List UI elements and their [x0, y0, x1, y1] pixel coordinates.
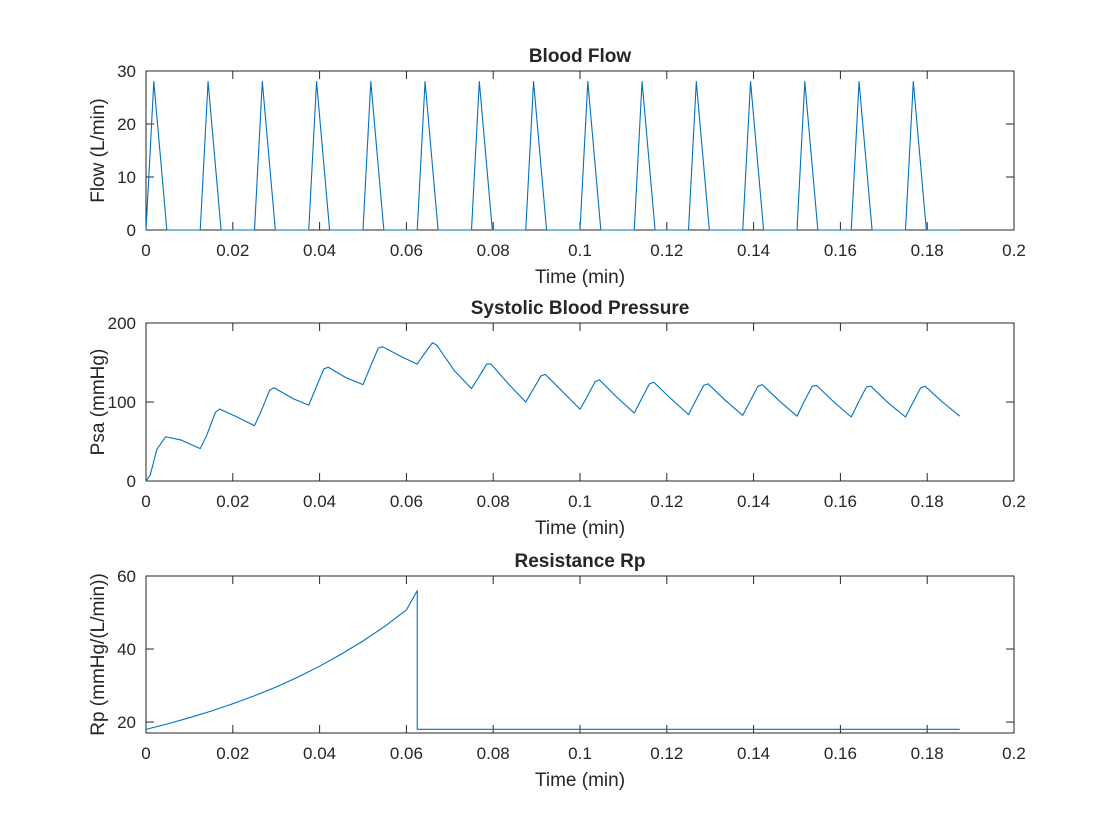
x-tick-label: 0.02 — [216, 744, 249, 763]
x-tick-label: 0.2 — [1002, 492, 1026, 511]
x-axis-label: Time (min) — [535, 770, 625, 791]
x-tick-label: 0.16 — [824, 744, 857, 763]
y-axis-label: Flow (L/min) — [88, 98, 109, 203]
y-tick-label: 30 — [117, 62, 136, 81]
x-tick-label: 0.14 — [737, 744, 770, 763]
x-tick-label: 0.06 — [390, 492, 423, 511]
y-tick-label: 0 — [127, 472, 136, 491]
subplot-3: 0 0.02 0.04 0.06 0.08 0.1 0.12 0.14 0.16 0.18 0.2 2… — [88, 551, 1026, 791]
x-tick-label: 0.02 — [216, 241, 249, 260]
x-tick-label: 0.18 — [911, 241, 944, 260]
axes-box — [146, 71, 1014, 230]
x-tick-label: 0 — [141, 492, 150, 511]
y-tick-label: 20 — [117, 115, 136, 134]
x-tick-label: 0.16 — [824, 492, 857, 511]
y-tick-label: 60 — [117, 567, 136, 586]
x-tick-label: 0.12 — [650, 492, 683, 511]
x-tick-label: 0.2 — [1002, 744, 1026, 763]
x-tick-label: 0.18 — [911, 492, 944, 511]
y-tick-label: 10 — [117, 168, 136, 187]
x-tick-label: 0.2 — [1002, 241, 1026, 260]
chart-title: Systolic Blood Pressure — [471, 298, 690, 319]
x-tick-label: 0 — [141, 744, 150, 763]
x-tick-label: 0.1 — [568, 744, 592, 763]
x-tick-label: 0.02 — [216, 492, 249, 511]
subplot-1: 0 0.02 0.04 0.06 0.08 0.1 0.12 0.14 0.16 0.18 0.2 0… — [88, 46, 1026, 288]
x-tick-label: 0.04 — [303, 492, 336, 511]
x-tick-label: 0.08 — [477, 492, 510, 511]
x-tick-label: 0.14 — [737, 492, 770, 511]
x-tick-label: 0.06 — [390, 241, 423, 260]
chart-title: Resistance Rp — [515, 551, 646, 572]
x-tick-label: 0.04 — [303, 744, 336, 763]
axes-box — [146, 576, 1014, 733]
x-tick-label: 0.18 — [911, 744, 944, 763]
y-tick-label: 20 — [117, 713, 136, 732]
y-tick-label: 200 — [108, 314, 136, 333]
y-tick-label: 100 — [108, 393, 136, 412]
y-tick-label: 0 — [127, 221, 136, 240]
axes-box — [146, 323, 1014, 481]
x-tick-label: 0.14 — [737, 241, 770, 260]
x-tick-label: 0.16 — [824, 241, 857, 260]
x-tick-label: 0.12 — [650, 744, 683, 763]
x-tick-label: 0.06 — [390, 744, 423, 763]
y-axis-label: Psa (mmHg) — [88, 349, 109, 456]
x-tick-label: 0.1 — [568, 492, 592, 511]
x-tick-label: 0.08 — [477, 241, 510, 260]
x-axis-label: Time (min) — [535, 518, 625, 539]
x-axis-label: Time (min) — [535, 267, 625, 288]
y-axis-label: Rp (mmHg/(L/min)) — [88, 573, 109, 736]
x-tick-label: 0 — [141, 241, 150, 260]
x-tick-label: 0.08 — [477, 744, 510, 763]
y-tick-label: 40 — [117, 640, 136, 659]
x-tick-label: 0.04 — [303, 241, 336, 260]
chart-title: Blood Flow — [529, 46, 632, 67]
x-tick-label: 0.12 — [650, 241, 683, 260]
x-tick-label: 0.1 — [568, 241, 592, 260]
subplot-2: 0 0.02 0.04 0.06 0.08 0.1 0.12 0.14 0.16 0.18 0.2 0… — [88, 298, 1026, 539]
